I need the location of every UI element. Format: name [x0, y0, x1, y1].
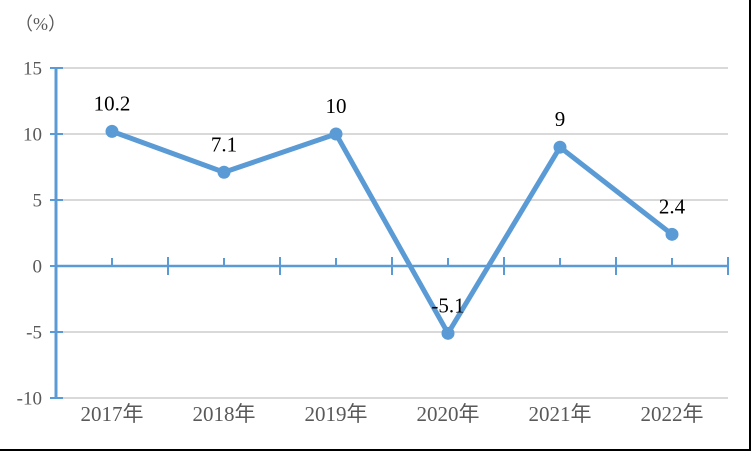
x-tick-label: 2019年 — [305, 402, 368, 426]
data-point-marker — [329, 127, 343, 141]
x-tick-label: 2021年 — [529, 402, 592, 426]
data-label: 9 — [555, 107, 566, 131]
data-label: 10.2 — [94, 91, 131, 115]
y-tick-label: -10 — [17, 389, 42, 410]
data-label: 10 — [326, 94, 347, 118]
data-label: -5.1 — [431, 293, 464, 317]
x-tick-label: 2020年 — [417, 402, 480, 426]
data-label: 7.1 — [211, 132, 237, 156]
data-point-marker — [553, 140, 567, 154]
y-tick-label: 15 — [23, 59, 42, 80]
x-tick-label: 2018年 — [193, 402, 256, 426]
x-tick-label: 2017年 — [81, 402, 144, 426]
y-tick-label: 5 — [33, 191, 43, 212]
data-label: 2.4 — [659, 194, 686, 218]
data-point-marker — [105, 124, 119, 138]
y-tick-label: 10 — [23, 125, 42, 146]
y-tick-label: 0 — [33, 257, 43, 278]
y-axis-unit-label: （%） — [15, 14, 66, 34]
data-point-marker — [441, 326, 455, 340]
data-point-marker — [665, 227, 679, 241]
series-line — [109, 128, 675, 336]
data-point-marker — [217, 165, 231, 179]
x-tick-label: 2022年 — [641, 402, 704, 426]
y-tick-label: -5 — [26, 323, 42, 344]
